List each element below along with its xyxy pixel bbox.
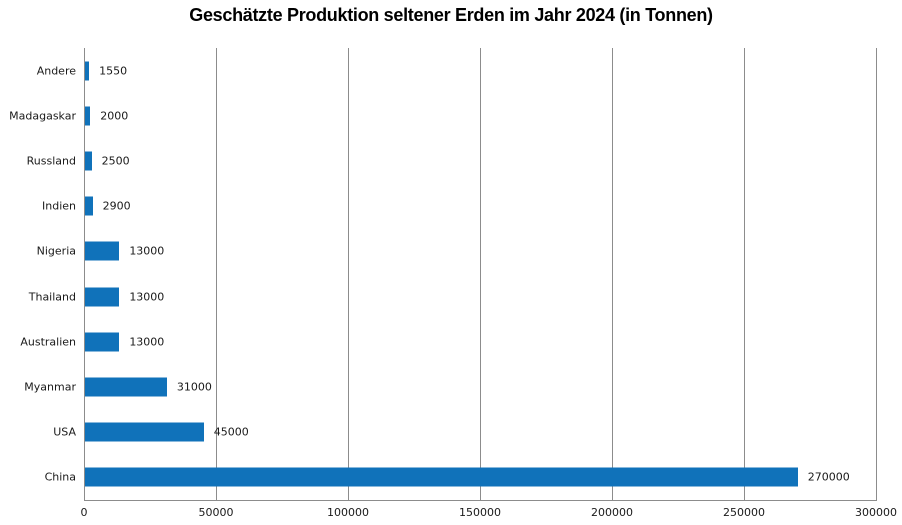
value-label: 2900 [102,199,131,213]
category-label: Madagaskar [9,109,76,123]
bar-row: 1550 [85,48,877,93]
x-tick-label: 0 [80,506,88,519]
category-label: China [44,470,76,484]
value-label: 13000 [129,290,165,304]
grid-line [480,48,481,500]
x-tick-label: 150000 [459,506,501,519]
bar-row: 2900 [85,184,877,229]
bar [85,287,120,307]
value-label: 13000 [129,335,165,349]
value-label: 13000 [129,244,165,258]
value-label: 270000 [807,470,850,484]
value-label: 2000 [100,109,129,123]
grid-line [216,48,217,500]
bar-row: 13000 [85,319,877,364]
bar-row: 31000 [85,364,877,409]
category-label: Indien [42,199,76,213]
x-tick-label: 50000 [198,506,234,519]
x-tick-label: 200000 [591,506,633,519]
bar-row: 2500 [85,138,877,183]
bar-row: 13000 [85,229,877,274]
bar [85,332,120,352]
chart-title: Geschätzte Produktion seltener Erden im … [189,5,713,25]
bar-row: 270000 [85,455,877,500]
value-label: 2500 [101,154,130,168]
value-label: 31000 [176,380,212,394]
bar [85,422,204,442]
bar-row: 45000 [85,410,877,455]
bar [85,151,92,171]
x-tick-label: 300000 [855,506,897,519]
bar-row: 13000 [85,274,877,319]
value-label: 1550 [99,64,128,78]
category-label: Andere [36,64,76,78]
category-label: Thailand [28,290,76,304]
bar [85,377,167,397]
grid-line [876,48,877,500]
bar [85,196,93,216]
grid-line [744,48,745,500]
category-label: USA [53,425,76,439]
grid-line [612,48,613,500]
category-label: Myanmar [24,380,76,394]
x-tick-label: 250000 [723,506,765,519]
bar [85,106,91,126]
category-label: Nigeria [36,244,76,258]
plot-area: 1550 2000 2500 2900 13000 13000 13000 31000 4500… [84,48,877,501]
value-label: 45000 [213,425,249,439]
bar [85,61,90,81]
category-label: Australien [20,335,76,349]
bar [85,241,120,261]
x-tick-label: 100000 [327,506,369,519]
grid-line [348,48,349,500]
category-label: Russland [26,154,76,168]
bar-row: 2000 [85,93,877,138]
bar [85,467,798,487]
